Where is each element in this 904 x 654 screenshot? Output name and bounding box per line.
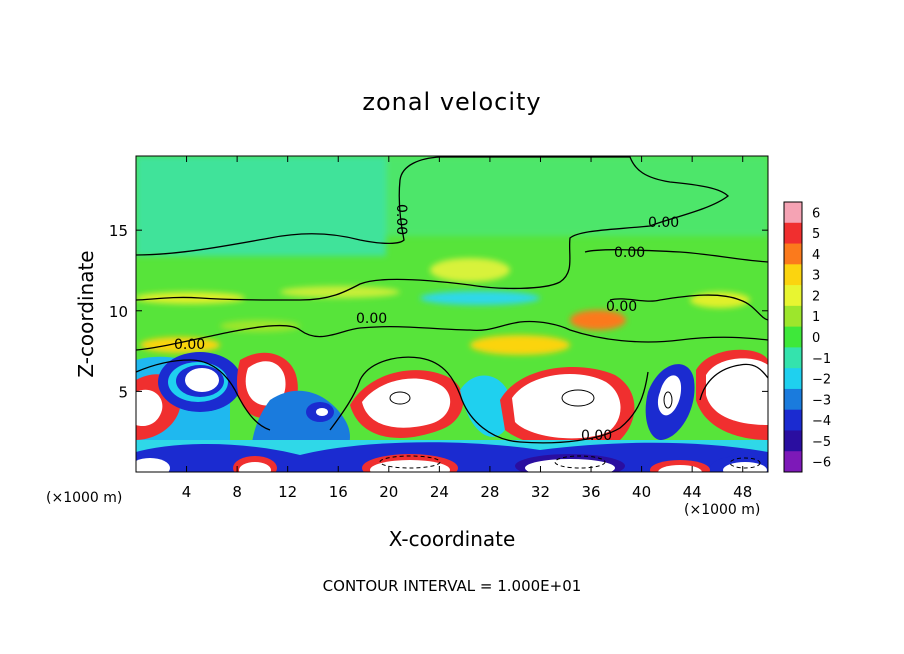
colorbar-tick-label: 1 [812,310,820,325]
colorbar-tick-label: −3 [812,393,831,408]
colorbar-tick-label: 4 [812,248,820,263]
x-tick-label: 4 [182,483,192,501]
x-unit-left: (×1000 m) [46,490,123,506]
contour-label: 0.00 [393,204,409,235]
colorbar-segment [784,202,802,224]
positive-contours [389,389,673,409]
colorbar-segment [784,409,802,431]
plot-frame [135,155,769,473]
x-axis-label: X-coordinate [388,527,516,551]
plot-field [136,156,768,472]
colorbar-tick-label: 6 [812,206,820,221]
colorbar-segment [784,430,802,452]
x-tick-label: 32 [531,483,550,501]
colorbar-segment [784,305,802,328]
colorbar-segment [784,285,802,307]
contour-label: 0.00 [581,428,612,444]
x-tick-label: 48 [733,483,752,501]
colorbar: 6 5 4 3 2 1 0 −1 −2 −3 −4 −5 −6 [783,201,831,473]
contour-label: 0.00 [614,245,645,261]
x-tick-label: 12 [278,483,297,501]
x-tick-label: 40 [632,483,651,501]
x-tick-label: 24 [430,483,449,501]
colorbar-tick-label: 5 [812,227,820,242]
contour-label: 0.00 [606,299,637,315]
y-tick-label: 15 [109,222,128,240]
colorbar-tick-label: −4 [812,414,831,429]
colorbar-segment [784,347,802,369]
contour-label: 0.00 [174,337,205,353]
contour-interval-note: CONTOUR INTERVAL = 1.000E+01 [322,577,582,595]
x-tick-label: 36 [581,483,600,501]
colorbar-segment [784,388,802,411]
y-tick-label: 10 [109,303,128,321]
y-tick-label: 5 [118,383,128,401]
x-tick-label: 28 [480,483,499,501]
colorbar-segment [784,264,802,286]
colorbar-frame [783,201,803,473]
chart-title: zonal velocity [362,88,542,116]
colorbar-segment [784,451,802,473]
colorbar-tick-label: −6 [812,456,831,471]
y-axis: 5 10 15 [109,222,768,401]
colorbar-tick-label: 2 [812,289,820,304]
colorbar-segment [784,326,802,348]
upper-left-cyan [136,156,386,256]
negative-contours [379,455,761,469]
upper-right-green [386,156,768,236]
zero-contours [136,156,768,444]
colorbar-tick-label: 3 [812,269,820,284]
x-unit-right: (×1000 m) [684,502,761,518]
y-axis-label: Z-coordinate [74,250,98,378]
contour-label: 0.00 [356,311,387,327]
x-axis: 4 8 12 16 20 24 28 32 36 40 44 48 [182,156,752,501]
colorbar-segment [784,222,802,245]
colorbar-tick-label: −1 [812,352,831,367]
contour-label: 0.00 [648,215,679,231]
x-tick-label: 16 [329,483,348,501]
colorbar-tick-label: −5 [812,435,831,450]
x-tick-label: 8 [232,483,242,501]
x-tick-label: 20 [379,483,398,501]
x-tick-label: 44 [683,483,702,501]
colorbar-tick-label: −2 [812,373,831,388]
colorbar-segment [784,368,802,390]
colorbar-segment [784,243,802,265]
contour-labels: 0.00 0.00 0.00 0.00 0.00 0.00 0.00 [174,204,679,444]
colorbar-tick-label: 0 [812,331,820,346]
